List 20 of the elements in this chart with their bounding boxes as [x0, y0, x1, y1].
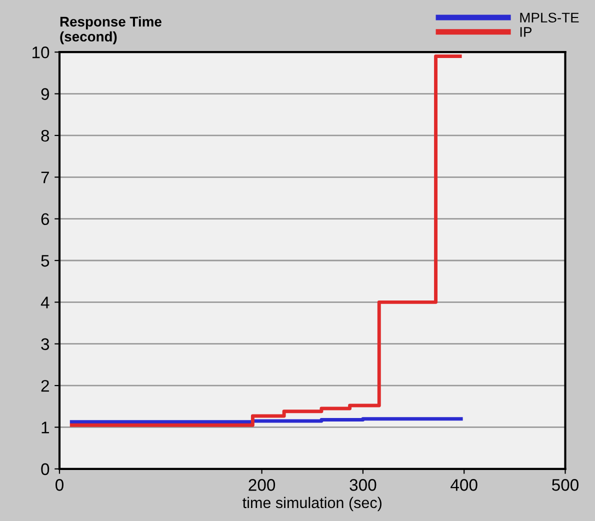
y-tick-label: 1	[42, 422, 49, 434]
x-tick-label: 0	[56, 479, 64, 491]
y-tick-label: 10	[32, 46, 50, 58]
x-tick-label: 300	[350, 479, 376, 491]
y-tick-label: 5	[41, 255, 50, 267]
y-tick-label: 0	[41, 463, 50, 476]
y-tick-label: 9	[41, 88, 49, 100]
y-axis-title: Response Time (second)	[60, 16, 162, 44]
y-tick-label: 6	[41, 213, 50, 226]
x-tick-label: 200	[248, 479, 276, 491]
x-tick-label: 500	[552, 479, 579, 491]
y-tick-label: 2	[41, 380, 49, 392]
y-tick-label: 7	[41, 172, 49, 184]
y-tick-label: 8	[41, 130, 50, 142]
legend-label: IP	[520, 27, 532, 37]
x-tick-label: 400	[450, 479, 478, 491]
x-axis-title: time simulation (sec)	[242, 496, 382, 512]
y-tick-label: 3	[41, 338, 50, 350]
y-tick-label: 4	[40, 296, 50, 308]
legend-label: MPLS-TE	[520, 12, 579, 23]
